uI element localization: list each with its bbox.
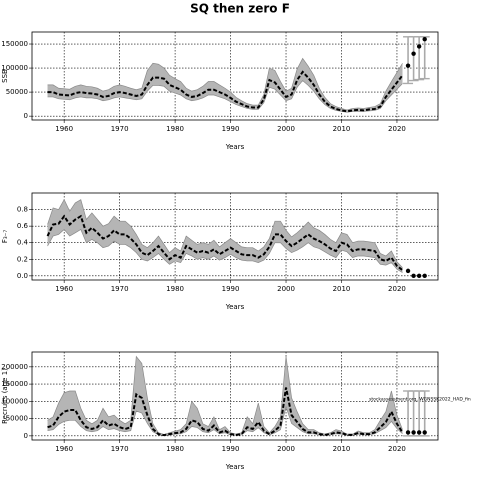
x-tick-label: 1970: [111, 285, 129, 293]
x-tick-label: 2020: [388, 285, 406, 293]
y-tick-label: 0.4: [17, 239, 29, 247]
x-tick-label: 1990: [222, 445, 240, 453]
plot-frame: [31, 192, 439, 281]
forecast-point: [422, 37, 427, 42]
x-tick-label: 1960: [55, 445, 73, 453]
y-tick-label: 0.8: [17, 206, 28, 214]
x-tick-label: 2010: [333, 285, 351, 293]
y-tick-label: 0.0: [17, 272, 28, 280]
forecast-point: [422, 273, 427, 279]
forecast-point: [411, 430, 416, 435]
estimate-line: [47, 387, 404, 437]
y-tick-label: 200000: [1, 363, 28, 371]
confidence-band: [47, 356, 403, 436]
annotation: stockassessment.org, WGNSSK2022_HAD_fin: [369, 397, 471, 403]
forecast-point: [416, 430, 422, 435]
x-tick-label: 1960: [55, 285, 73, 293]
x-tick-label: 1980: [166, 445, 184, 453]
x-tick-label: 1970: [111, 125, 129, 133]
y-axis-label: F₃₋₇: [1, 230, 9, 244]
x-axis-label: Years: [225, 143, 245, 151]
confidence-band: [47, 199, 403, 273]
x-tick-label: 2000: [277, 125, 295, 133]
y-tick-label: 150000: [1, 380, 28, 388]
x-tick-label: 2010: [333, 445, 351, 453]
band-lower: [47, 228, 403, 273]
band-upper: [47, 57, 403, 111]
x-tick-label: 2010: [333, 125, 351, 133]
y-tick-label: 0.6: [17, 222, 29, 230]
forecast-point: [405, 430, 411, 435]
y-axis-label: Recruits (age 1): [1, 368, 9, 424]
forecast-point: [411, 51, 416, 56]
plot-frame: [31, 351, 439, 441]
x-tick-label: 1970: [111, 445, 129, 453]
x-tick-label: 1960: [55, 125, 73, 133]
forecast-point: [405, 268, 411, 274]
panel: 1960 1970 1980 1990 2000 2010 2020 0.0 0.2 0.4 0.6…: [1, 192, 439, 311]
y-tick-label: 0: [24, 432, 28, 440]
forecast-point: [416, 273, 422, 279]
y-tick-label: 50000: [6, 415, 28, 423]
forecast-point: [411, 273, 416, 279]
estimate-line: [46, 214, 404, 271]
x-axis-label: Years: [225, 303, 245, 311]
y-tick-label: 50000: [6, 88, 28, 96]
forecast-point: [416, 44, 422, 49]
x-axis-label: Years: [225, 463, 245, 471]
estimate-line: [47, 70, 404, 113]
band-upper: [47, 355, 403, 435]
x-tick-label: 1980: [166, 285, 184, 293]
y-tick-label: 100000: [1, 64, 28, 72]
x-tick-label: 2000: [277, 285, 295, 293]
x-tick-label: 2020: [388, 445, 406, 453]
x-tick-label: 2020: [388, 125, 406, 133]
y-tick-label: 150000: [1, 40, 28, 48]
panel: 1960 1970 1980 1990 2000 2010 2020 0 50000 100000…: [1, 351, 471, 471]
x-tick-label: 1980: [166, 125, 184, 133]
forecast-point: [422, 430, 427, 435]
y-tick-label: 100000: [1, 397, 28, 405]
figure-title: SQ then zero F: [190, 2, 290, 16]
y-axis-label: SSB: [1, 69, 9, 83]
x-tick-label: 2000: [277, 445, 295, 453]
y-tick-label: 0.2: [17, 255, 28, 263]
confidence-band: [47, 58, 403, 113]
plot-frame: [31, 31, 439, 121]
y-tick-label: 0: [24, 112, 28, 120]
panel: 1960 1970 1980 1990 2000 2010 2020 0 50000 100000…: [1, 31, 439, 151]
x-tick-label: 1990: [222, 285, 240, 293]
x-tick-label: 1990: [222, 125, 240, 133]
forecast-point: [405, 63, 411, 68]
band-upper: [47, 198, 403, 268]
